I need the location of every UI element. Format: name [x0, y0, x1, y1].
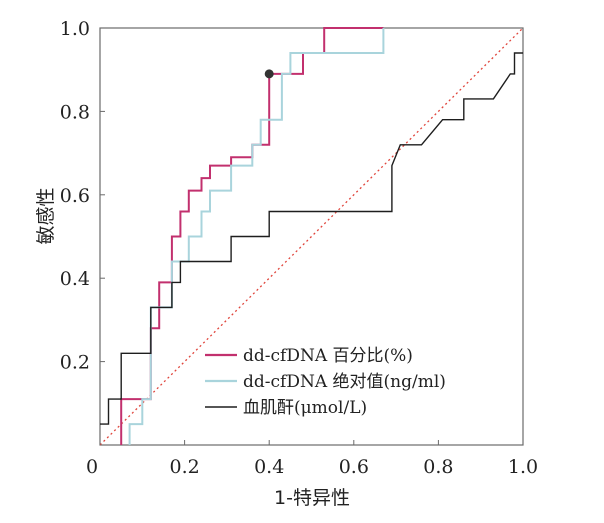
y-axis-ticks: 0.2 0.4 0.6 0.8 1.0 [60, 18, 105, 374]
reference-diagonal [99, 27, 524, 446]
y-tick-label-1: 0.4 [60, 268, 90, 290]
legend: dd-cfDNA 百分比(%) dd-cfDNA 绝对值(ng/ml) 血肌酐(μm… [205, 346, 446, 418]
series-line-0 [120, 27, 384, 445]
x-tick-label-1: 0.2 [169, 456, 199, 478]
x-tick-label-4: 0.8 [423, 456, 453, 478]
y-tick-label-3: 0.8 [60, 101, 90, 123]
y-tick-label-2: 0.6 [60, 185, 90, 207]
x-axis-ticks: 0 0.2 0.4 0.6 0.8 1.0 [86, 440, 538, 478]
optimal-cutoff-marker [264, 69, 274, 79]
y-tick-label-4: 1.0 [60, 18, 90, 40]
y-axis-title: 敏感性 [35, 187, 57, 244]
x-tick-label-5: 1.0 [508, 456, 538, 478]
y-tick-label-0: 0.2 [60, 352, 90, 374]
x-tick-label-2: 0.4 [254, 456, 284, 478]
series-line-2 [100, 52, 523, 425]
series-line-1 [128, 28, 385, 445]
x-axis-title: 1-特异性 [274, 487, 350, 509]
plot-area [99, 27, 524, 446]
plot-frame [99, 27, 524, 446]
legend-label-0: dd-cfDNA 百分比(%) [243, 346, 413, 366]
x-tick-label-3: 0.6 [339, 456, 369, 478]
series-layer [100, 27, 523, 445]
legend-label-2: 血肌酐(μmol/L) [243, 398, 367, 418]
legend-label-1: dd-cfDNA 绝对值(ng/ml) [243, 372, 446, 392]
x-tick-label-0: 0 [86, 456, 98, 478]
